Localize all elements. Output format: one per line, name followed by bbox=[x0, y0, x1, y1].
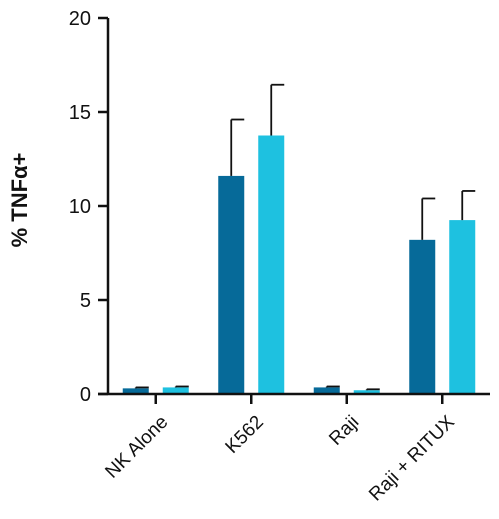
bar bbox=[218, 175, 245, 394]
x-category-label: Raji bbox=[325, 412, 363, 450]
bar bbox=[409, 239, 436, 394]
x-category-label: K562 bbox=[222, 412, 268, 458]
bar bbox=[449, 220, 476, 394]
y-tick-label: 15 bbox=[69, 102, 91, 124]
bar bbox=[258, 135, 285, 394]
y-tick-label: 20 bbox=[69, 8, 91, 30]
x-category-label: Raji + RITUX bbox=[365, 412, 459, 506]
bar bbox=[122, 388, 149, 394]
y-axis-title: % TNFα+ bbox=[7, 153, 32, 248]
bar bbox=[313, 387, 340, 394]
y-tick-label: 0 bbox=[80, 384, 91, 406]
x-category-label: NK Alone bbox=[101, 412, 172, 483]
y-tick-label: 5 bbox=[80, 290, 91, 312]
bar bbox=[353, 390, 380, 394]
y-tick-label: 10 bbox=[69, 196, 91, 218]
bar bbox=[162, 387, 189, 394]
